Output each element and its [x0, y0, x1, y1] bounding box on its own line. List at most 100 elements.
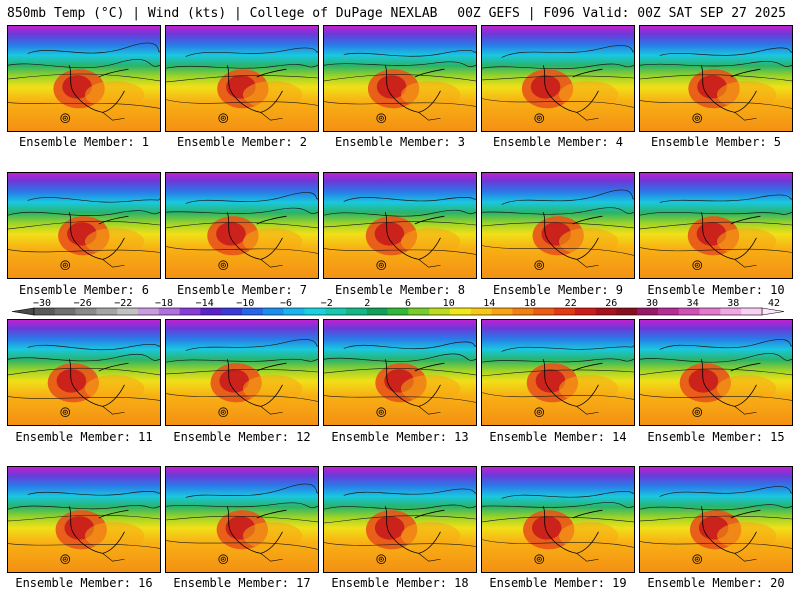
colorbar-segment — [595, 308, 617, 315]
ensemble-member-map — [639, 172, 793, 279]
colorbar-segment — [408, 308, 430, 315]
colorbar-tick-label: 6 — [405, 298, 411, 309]
ensemble-member-map — [7, 172, 161, 279]
ensemble-member-map — [165, 466, 319, 573]
colorbar-tick-label: −10 — [236, 298, 254, 309]
colorbar-tick-label: 38 — [727, 298, 739, 309]
header-title: 850mb Temp (°C) | Wind (kts) | College o… — [7, 6, 438, 21]
colorbar-tick-label: 34 — [687, 298, 699, 309]
ensemble-member-label: Ensemble Member: 1 — [18, 135, 150, 149]
colorbar-segment — [179, 308, 201, 315]
colorbar-tick-label: −6 — [280, 298, 292, 309]
colorbar-segment — [491, 308, 513, 315]
ensemble-member-label: Ensemble Member: 19 — [489, 576, 627, 590]
colorbar-segment — [346, 308, 368, 315]
colorbar-segment — [221, 308, 243, 315]
ensemble-member-map — [165, 172, 319, 279]
colorbar-segment — [658, 308, 680, 315]
colorbar-tick-label: 42 — [768, 298, 780, 309]
colorbar-segment — [470, 308, 492, 315]
ensemble-member-label: Ensemble Member: 9 — [492, 283, 624, 297]
ensemble-member-label: Ensemble Member: 14 — [489, 430, 627, 444]
colorbar-segment — [262, 308, 284, 315]
colorbar-segment — [75, 308, 97, 315]
colorbar-tick-label: 14 — [483, 298, 495, 309]
colorbar-segment — [574, 308, 596, 315]
colorbar-segment — [117, 308, 139, 315]
colorbar-segment — [637, 308, 659, 315]
ensemble-member-map — [639, 319, 793, 426]
ensemble-member-map — [165, 25, 319, 132]
ensemble-member-map — [323, 466, 477, 573]
colorbar-segment — [325, 308, 347, 315]
colorbar-tick-label: 22 — [565, 298, 577, 309]
colorbar-segment — [533, 308, 555, 315]
ensemble-member-map — [7, 319, 161, 426]
colorbar-segment — [96, 308, 118, 315]
ensemble-member-map — [481, 319, 635, 426]
colorbar-outline — [33, 307, 763, 316]
ensemble-member-label: Ensemble Member: 13 — [331, 430, 469, 444]
ensemble-member-label: Ensemble Member: 18 — [331, 576, 469, 590]
ensemble-member-map — [481, 25, 635, 132]
colorbar-segment — [512, 308, 534, 315]
ensemble-member-label: Ensemble Member: 7 — [176, 283, 308, 297]
temperature-colorbar: −30 −26 −22 −18 −14 −10 −6 −2 2 6 10 14 18 22 26 30 34 38… — [11, 298, 785, 316]
colorbar-segment — [554, 308, 576, 315]
ensemble-member-map — [323, 25, 477, 132]
colorbar-segment — [54, 308, 76, 315]
colorbar-segment — [200, 308, 222, 315]
colorbar-tick-label: −26 — [74, 298, 92, 309]
ensemble-member-label: Ensemble Member: 2 — [176, 135, 308, 149]
colorbar-segment — [158, 308, 180, 315]
colorbar-segment — [616, 308, 638, 315]
ensemble-member-map — [7, 25, 161, 132]
ensemble-member-map — [165, 319, 319, 426]
ensemble-member-label: Ensemble Member: 16 — [15, 576, 153, 590]
colorbar-arrow-high — [761, 307, 785, 316]
colorbar-segment — [699, 308, 721, 315]
colorbar-segment — [678, 308, 700, 315]
ensemble-member-label: Ensemble Member: 11 — [15, 430, 153, 444]
colorbar-segment — [304, 308, 326, 315]
ensemble-member-label: Ensemble Member: 3 — [334, 135, 466, 149]
colorbar-tick-label: −30 — [33, 298, 51, 309]
colorbar-tick-label: 30 — [646, 298, 658, 309]
ensemble-member-map — [481, 466, 635, 573]
colorbar-segment — [138, 308, 160, 315]
colorbar-segment — [283, 308, 305, 315]
ensemble-member-label: Ensemble Member: 8 — [334, 283, 466, 297]
colorbar-tick-label: −22 — [114, 298, 132, 309]
header-run-info: 00Z GEFS | F096 Valid: 00Z SAT SEP 27 20… — [457, 6, 786, 21]
colorbar-tick-label: 10 — [443, 298, 455, 309]
colorbar-segment — [741, 308, 763, 315]
colorbar-segment — [429, 308, 451, 315]
ensemble-member-label: Ensemble Member: 5 — [650, 135, 782, 149]
ensemble-member-label: Ensemble Member: 17 — [173, 576, 311, 590]
ensemble-member-label: Ensemble Member: 12 — [173, 430, 311, 444]
colorbar-segment — [366, 308, 388, 315]
colorbar-tick-label: 26 — [605, 298, 617, 309]
ensemble-member-map — [639, 25, 793, 132]
ensemble-member-map — [7, 466, 161, 573]
colorbar-tick-label: −2 — [321, 298, 333, 309]
colorbar-segment — [720, 308, 742, 315]
ensemble-member-map — [323, 319, 477, 426]
colorbar-segment — [242, 308, 264, 315]
ensemble-member-label: Ensemble Member: 20 — [647, 576, 785, 590]
colorbar-segment — [387, 308, 409, 315]
colorbar-tick-label: −14 — [196, 298, 214, 309]
colorbar-segment — [450, 308, 472, 315]
colorbar-tick-label: −18 — [155, 298, 173, 309]
colorbar-arrow-low — [11, 307, 35, 316]
ensemble-member-map — [639, 466, 793, 573]
ensemble-member-label: Ensemble Member: 15 — [647, 430, 785, 444]
ensemble-member-label: Ensemble Member: 4 — [492, 135, 624, 149]
ensemble-member-map — [481, 172, 635, 279]
colorbar-tick-label: 2 — [364, 298, 370, 309]
colorbar-tick-label: 18 — [524, 298, 536, 309]
ensemble-member-label: Ensemble Member: 6 — [18, 283, 150, 297]
colorbar-segment — [34, 308, 56, 315]
ensemble-member-label: Ensemble Member: 10 — [647, 283, 785, 297]
ensemble-member-map — [323, 172, 477, 279]
